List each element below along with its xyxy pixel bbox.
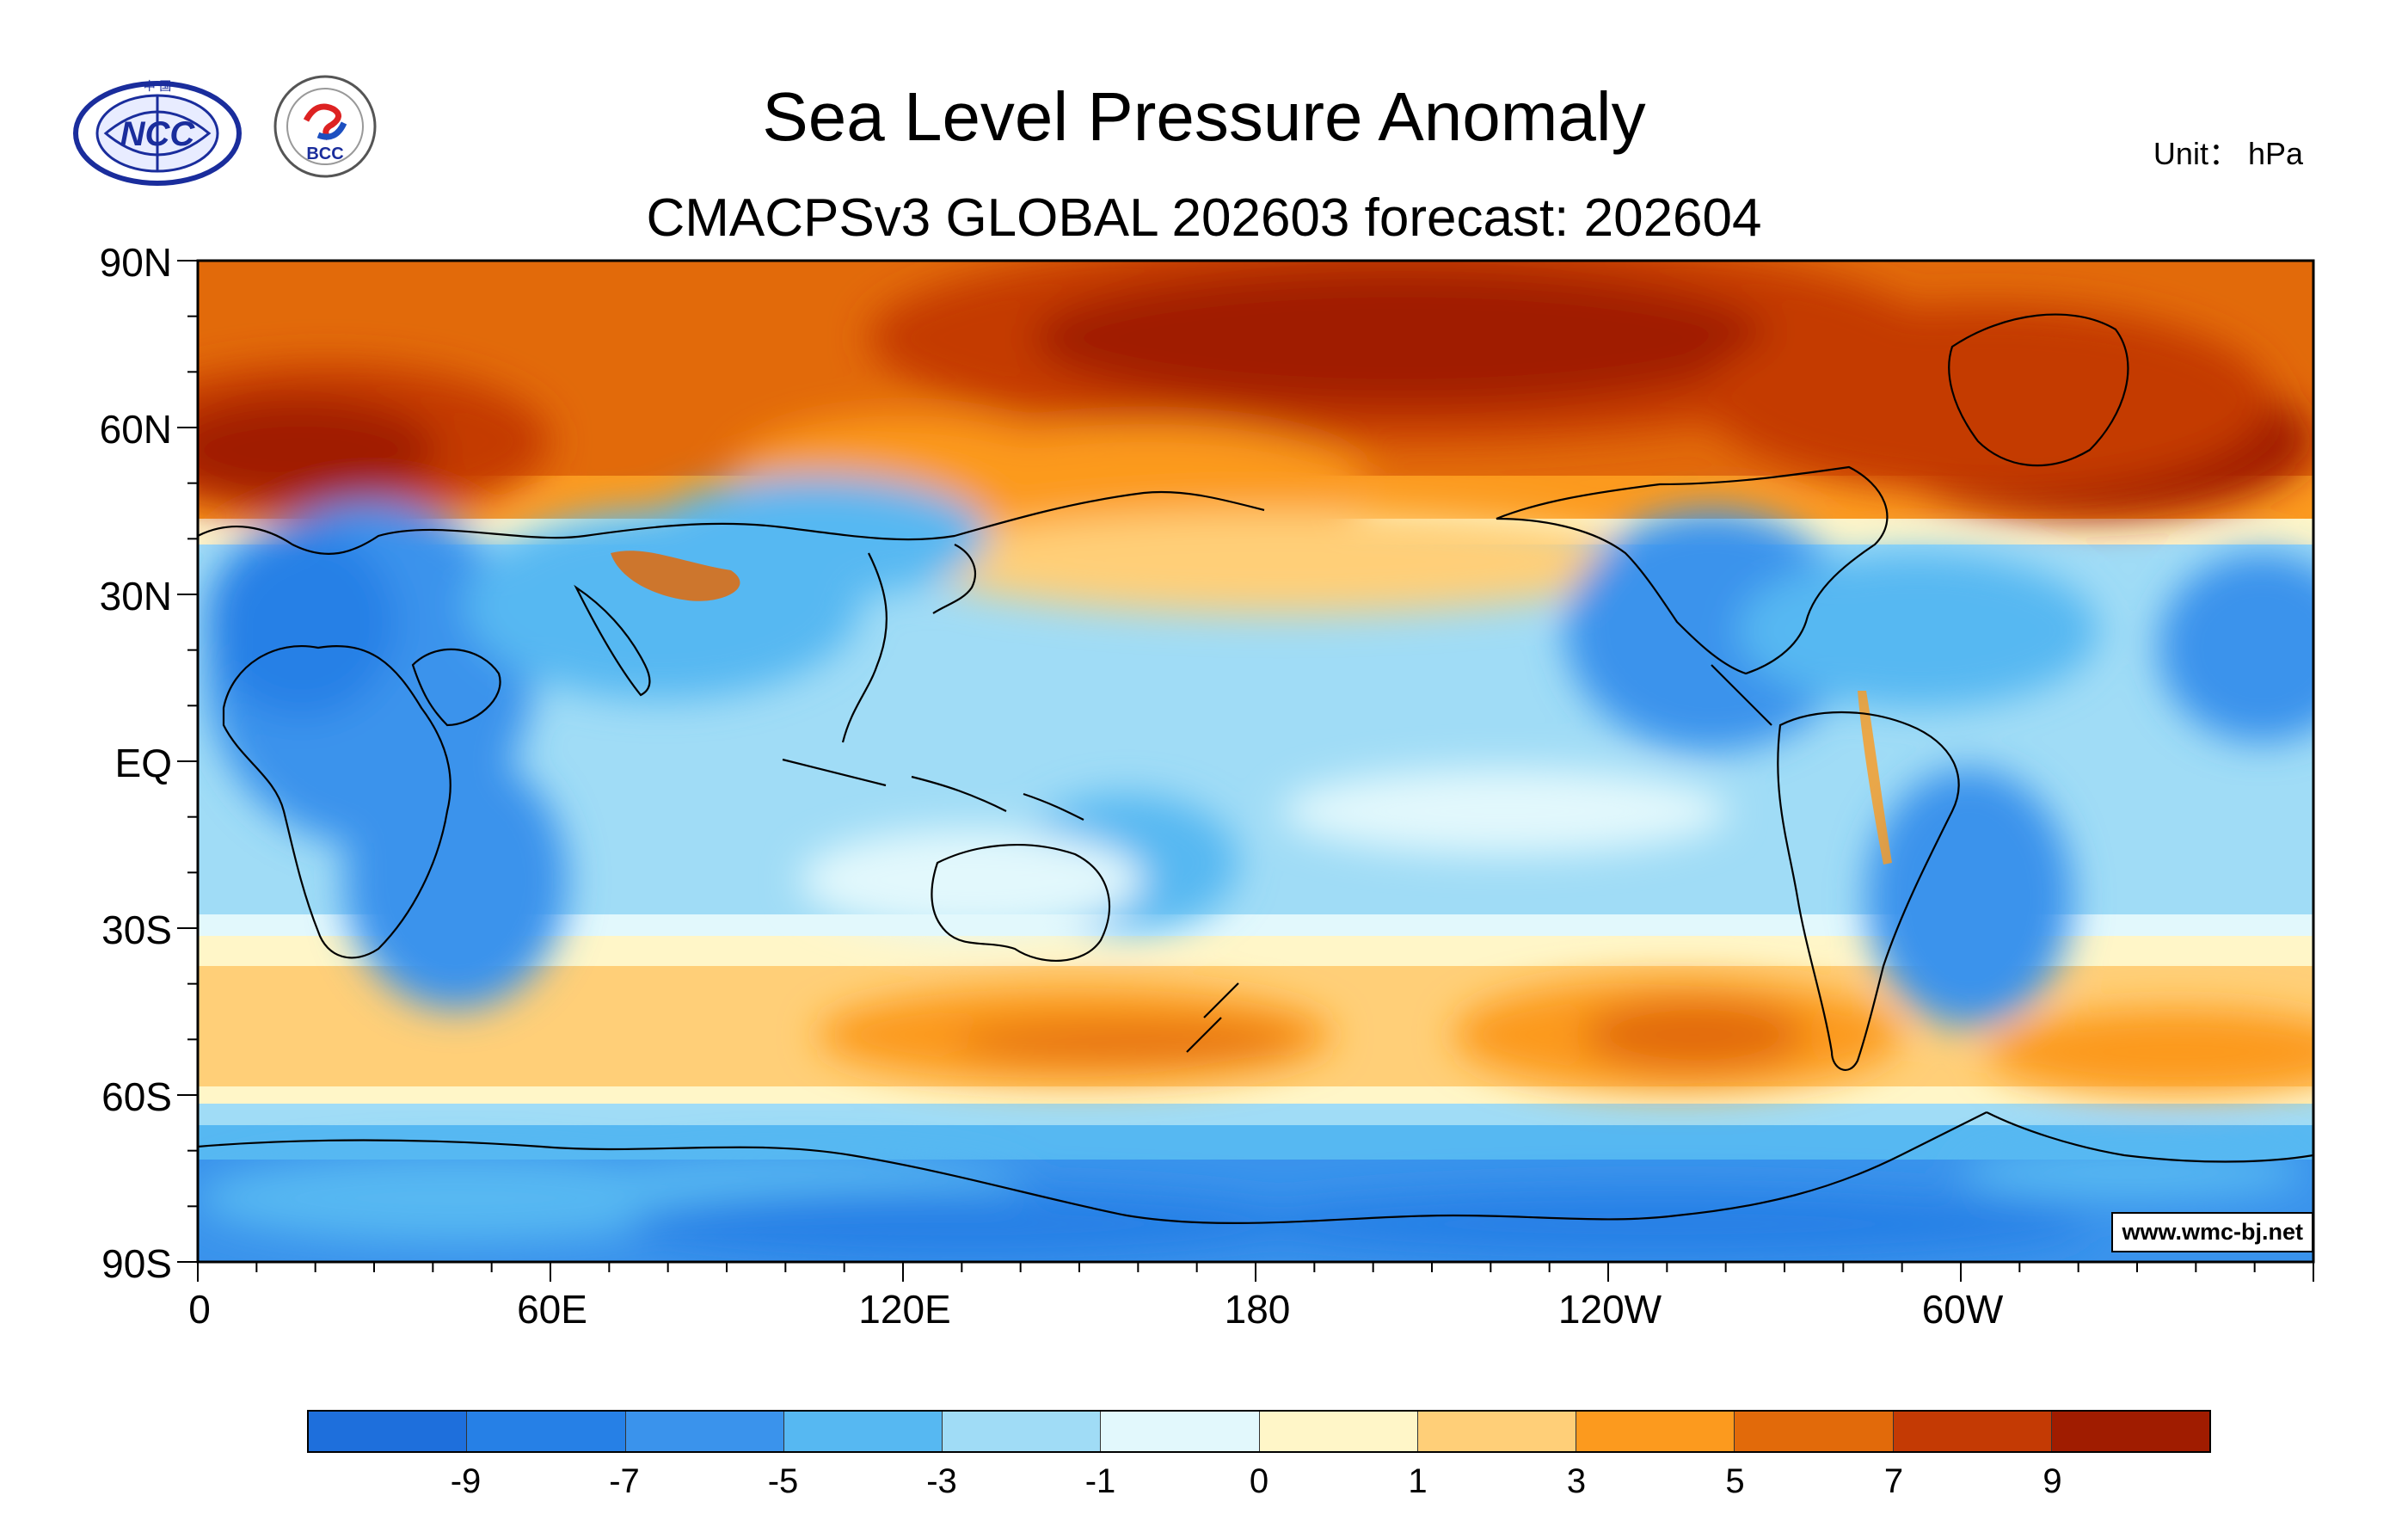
colorbar-swatch: [1735, 1412, 1894, 1451]
y-label-90s: 90S: [101, 1241, 172, 1286]
anomaly-map: [198, 261, 2313, 1262]
coast-antarctica: [198, 1111, 2313, 1224]
colorbar-label: -5: [767, 1462, 799, 1500]
x-label-0: 0: [188, 1287, 211, 1332]
colorbar-label: 3: [1566, 1462, 1587, 1500]
colorbar-swatch: [1101, 1412, 1260, 1451]
y-label-eq: EQ: [114, 741, 172, 785]
coast-africa: [222, 645, 452, 959]
colorbar-label: -7: [609, 1462, 640, 1500]
coast-south-america: [1777, 711, 1960, 1071]
colorbar-swatch: [467, 1412, 626, 1451]
svg-text:NCC: NCC: [120, 115, 196, 153]
colorbar-label: 7: [1883, 1462, 1904, 1500]
ncc-logo-icon: NCC 中 国: [67, 73, 248, 194]
colorbar-swatch: [783, 1412, 943, 1451]
colorbar-swatch: [309, 1412, 468, 1451]
x-label-60e: 60E: [517, 1287, 587, 1332]
coast-central-america: [1711, 664, 1772, 726]
colorbar-swatch: [1576, 1412, 1735, 1451]
unit-label: Unit： hPa: [2153, 136, 2303, 171]
colorbar-label: 9: [2042, 1462, 2062, 1500]
bcc-logo-icon: BCC: [272, 73, 379, 185]
page-title: Sea Level Pressure Anomaly: [762, 78, 1646, 155]
coastlines: [198, 313, 2313, 1224]
coast-eurasia-north: [198, 490, 1265, 555]
svg-text:BCC: BCC: [306, 145, 343, 163]
coast-east-asia: [841, 552, 888, 743]
colorbar-label: 5: [1725, 1462, 1745, 1500]
colorbar-swatch: [1893, 1412, 2052, 1451]
colorbar-label: 1: [1408, 1462, 1428, 1500]
colorbar-label: -1: [1084, 1462, 1116, 1500]
y-label-60s: 60S: [101, 1074, 172, 1119]
axis-frame: [177, 259, 2315, 1282]
coast-australia: [931, 843, 1111, 962]
coast-greenland: [1948, 313, 2129, 467]
band-antarctic-edge: [198, 1125, 2313, 1164]
colorbar: [307, 1410, 2211, 1453]
svg-text:中 国: 中 国: [144, 80, 171, 94]
y-label-30n: 30N: [99, 574, 172, 618]
coast-north-america: [1496, 465, 1889, 675]
coast-indonesia: [782, 758, 1084, 821]
x-label-120w: 120W: [1557, 1287, 1662, 1332]
y-label-60n: 60N: [99, 407, 172, 452]
coast-new-zealand: [1186, 982, 1239, 1053]
colorbar-label: -9: [450, 1462, 482, 1500]
colorbar-swatch: [2051, 1412, 2209, 1451]
x-label-180: 180: [1224, 1287, 1291, 1332]
page-subtitle: CMACPSv3 GLOBAL 202603 forecast: 202604: [646, 188, 1762, 248]
y-label-90n: 90N: [99, 240, 172, 285]
colorbar-swatch: [943, 1412, 1102, 1451]
coast-arabia: [411, 648, 501, 727]
colorbar-label: -3: [926, 1462, 957, 1500]
anomaly-field: [198, 261, 2313, 1262]
colorbar-swatch: [1259, 1412, 1418, 1451]
x-label-60w: 60W: [1921, 1287, 2004, 1332]
y-label-30s: 30S: [101, 908, 172, 952]
coast-japan: [932, 544, 976, 614]
coast-india: [574, 584, 651, 697]
colorbar-label: 0: [1249, 1462, 1269, 1500]
anomaly-map-svg: [198, 261, 2313, 1262]
colorbar-swatch: [625, 1412, 784, 1451]
credit-label: www.wmc-bj.net: [2111, 1212, 2313, 1252]
colorbar-swatch: [1417, 1412, 1576, 1451]
x-label-120e: 120E: [858, 1287, 951, 1332]
